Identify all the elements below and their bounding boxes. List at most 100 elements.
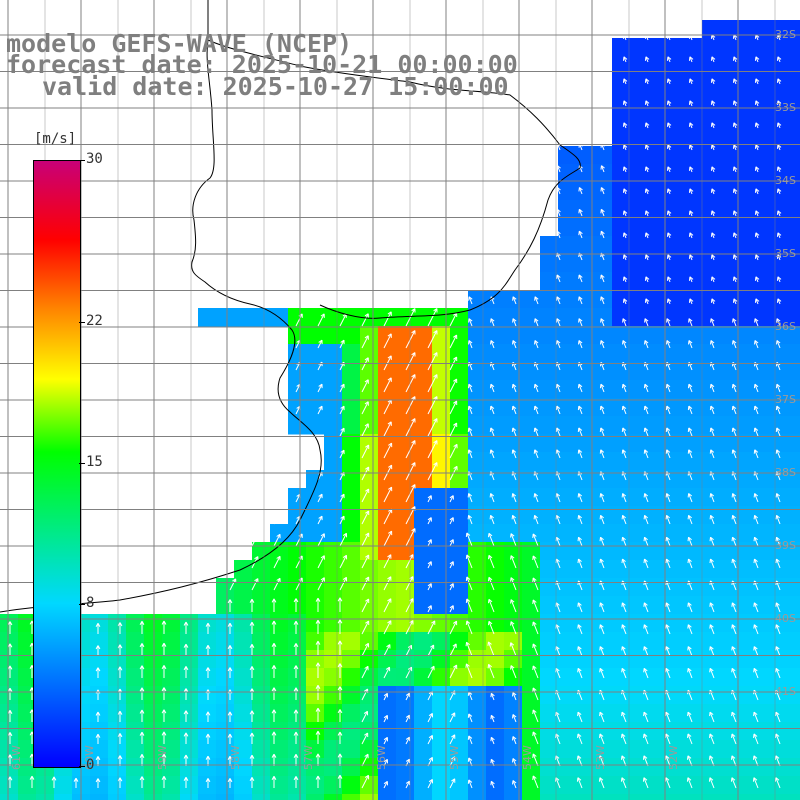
wind-speed-cell	[756, 614, 775, 633]
wind-arrow	[534, 340, 539, 349]
wind-arrow	[249, 710, 255, 722]
wind-arrow	[489, 493, 495, 503]
wind-speed-cell	[252, 722, 271, 741]
wind-speed-cell	[774, 20, 793, 39]
wind-speed-cell	[324, 470, 343, 489]
wind-speed-cell	[198, 776, 217, 795]
wind-arrow	[361, 532, 370, 547]
wind-speed-cell	[522, 488, 541, 507]
wind-arrow	[577, 646, 583, 657]
wind-speed-cell	[180, 668, 199, 687]
colorbar-label: 8	[86, 595, 95, 612]
wind-speed-cell	[414, 686, 433, 705]
wind-arrow	[205, 622, 211, 634]
wind-speed-cell	[792, 650, 800, 669]
wind-speed-cell	[450, 560, 469, 579]
wind-arrow	[361, 642, 370, 657]
wind-speed-cell	[738, 794, 757, 800]
wind-speed-cell	[738, 506, 757, 525]
wind-arrow	[754, 318, 759, 327]
wind-speed-cell	[396, 362, 415, 381]
wind-arrow	[361, 753, 369, 767]
wind-speed-cell	[378, 740, 397, 759]
wind-speed-cell	[342, 632, 361, 651]
wind-speed-cell	[0, 776, 19, 795]
wind-speed-cell	[324, 506, 343, 525]
wind-speed-cell	[432, 380, 451, 399]
wind-speed-cell	[504, 488, 523, 507]
wind-speed-cell	[648, 650, 667, 669]
wind-speed-cell	[486, 794, 505, 800]
wind-arrow	[753, 449, 759, 459]
wind-arrow	[205, 645, 211, 656]
wind-arrow	[776, 122, 782, 129]
wind-speed-cell	[612, 614, 631, 633]
wind-speed-cell	[630, 542, 649, 561]
wind-speed-cell	[306, 596, 325, 615]
wind-speed-cell	[558, 758, 577, 777]
wind-speed-cell	[432, 776, 451, 795]
wind-speed-cell	[558, 668, 577, 687]
wind-speed-cell	[738, 650, 757, 669]
wind-speed-cell	[756, 272, 775, 291]
wind-arrow	[732, 298, 738, 305]
wind-speed-cell	[720, 776, 739, 795]
wind-speed-cell	[414, 632, 433, 651]
wind-speed-cell	[648, 434, 667, 453]
wind-speed-cell	[486, 740, 505, 759]
wind-speed-cell	[360, 542, 379, 561]
wind-speed-cell	[360, 596, 379, 615]
wind-arrow	[183, 621, 189, 634]
wind-arrow	[665, 558, 671, 569]
wind-speed-cell	[594, 200, 613, 219]
wind-arrow	[511, 493, 517, 503]
latitude-label: 36S	[775, 320, 796, 333]
wind-arrow	[731, 449, 737, 459]
wind-speed-cell	[792, 308, 800, 327]
wind-speed-cell	[342, 434, 361, 453]
wind-speed-cell	[558, 146, 577, 165]
wind-speed-cell	[738, 632, 757, 651]
wind-speed-cell	[324, 632, 343, 651]
wind-arrow	[643, 493, 649, 503]
wind-arrow	[249, 644, 255, 656]
wind-speed-cell	[576, 542, 595, 561]
wind-speed-cell	[180, 686, 199, 705]
wind-speed-cell	[738, 686, 757, 705]
wind-speed-cell	[756, 524, 775, 543]
wind-arrow	[337, 597, 343, 612]
wind-speed-cell	[144, 704, 163, 723]
colorbar-tick	[79, 766, 85, 767]
wind-arrow	[337, 709, 343, 722]
wind-arrow	[533, 514, 539, 525]
wind-speed-cell	[612, 506, 631, 525]
wind-arrow	[405, 440, 416, 459]
wind-speed-cell	[450, 488, 469, 507]
wind-speed-cell	[648, 146, 667, 165]
wind-speed-cell	[558, 362, 577, 381]
wind-arrow	[666, 298, 672, 305]
wind-speed-cell	[720, 614, 739, 633]
wind-speed-cell	[306, 380, 325, 399]
wind-speed-cell	[396, 524, 415, 543]
wind-arrow	[731, 383, 737, 393]
wind-speed-cell	[468, 524, 487, 543]
wind-arrow	[427, 583, 432, 591]
wind-speed-cell	[558, 200, 577, 219]
wind-speed-cell	[360, 614, 379, 633]
wind-arrow	[315, 597, 321, 612]
wind-speed-cell	[666, 272, 685, 291]
wind-speed-cell	[216, 794, 235, 800]
wind-arrow	[599, 514, 605, 525]
wind-speed-cell	[162, 668, 181, 687]
wind-speed-cell	[540, 236, 559, 255]
wind-arrow	[361, 554, 370, 569]
wind-arrow	[315, 619, 321, 634]
wind-speed-cell	[720, 740, 739, 759]
wind-arrow	[465, 532, 473, 547]
wind-arrow	[449, 443, 458, 459]
wind-speed-cell	[684, 794, 703, 800]
wind-arrow	[709, 558, 715, 569]
wind-speed-cell	[522, 704, 541, 723]
wind-speed-cell	[612, 542, 631, 561]
